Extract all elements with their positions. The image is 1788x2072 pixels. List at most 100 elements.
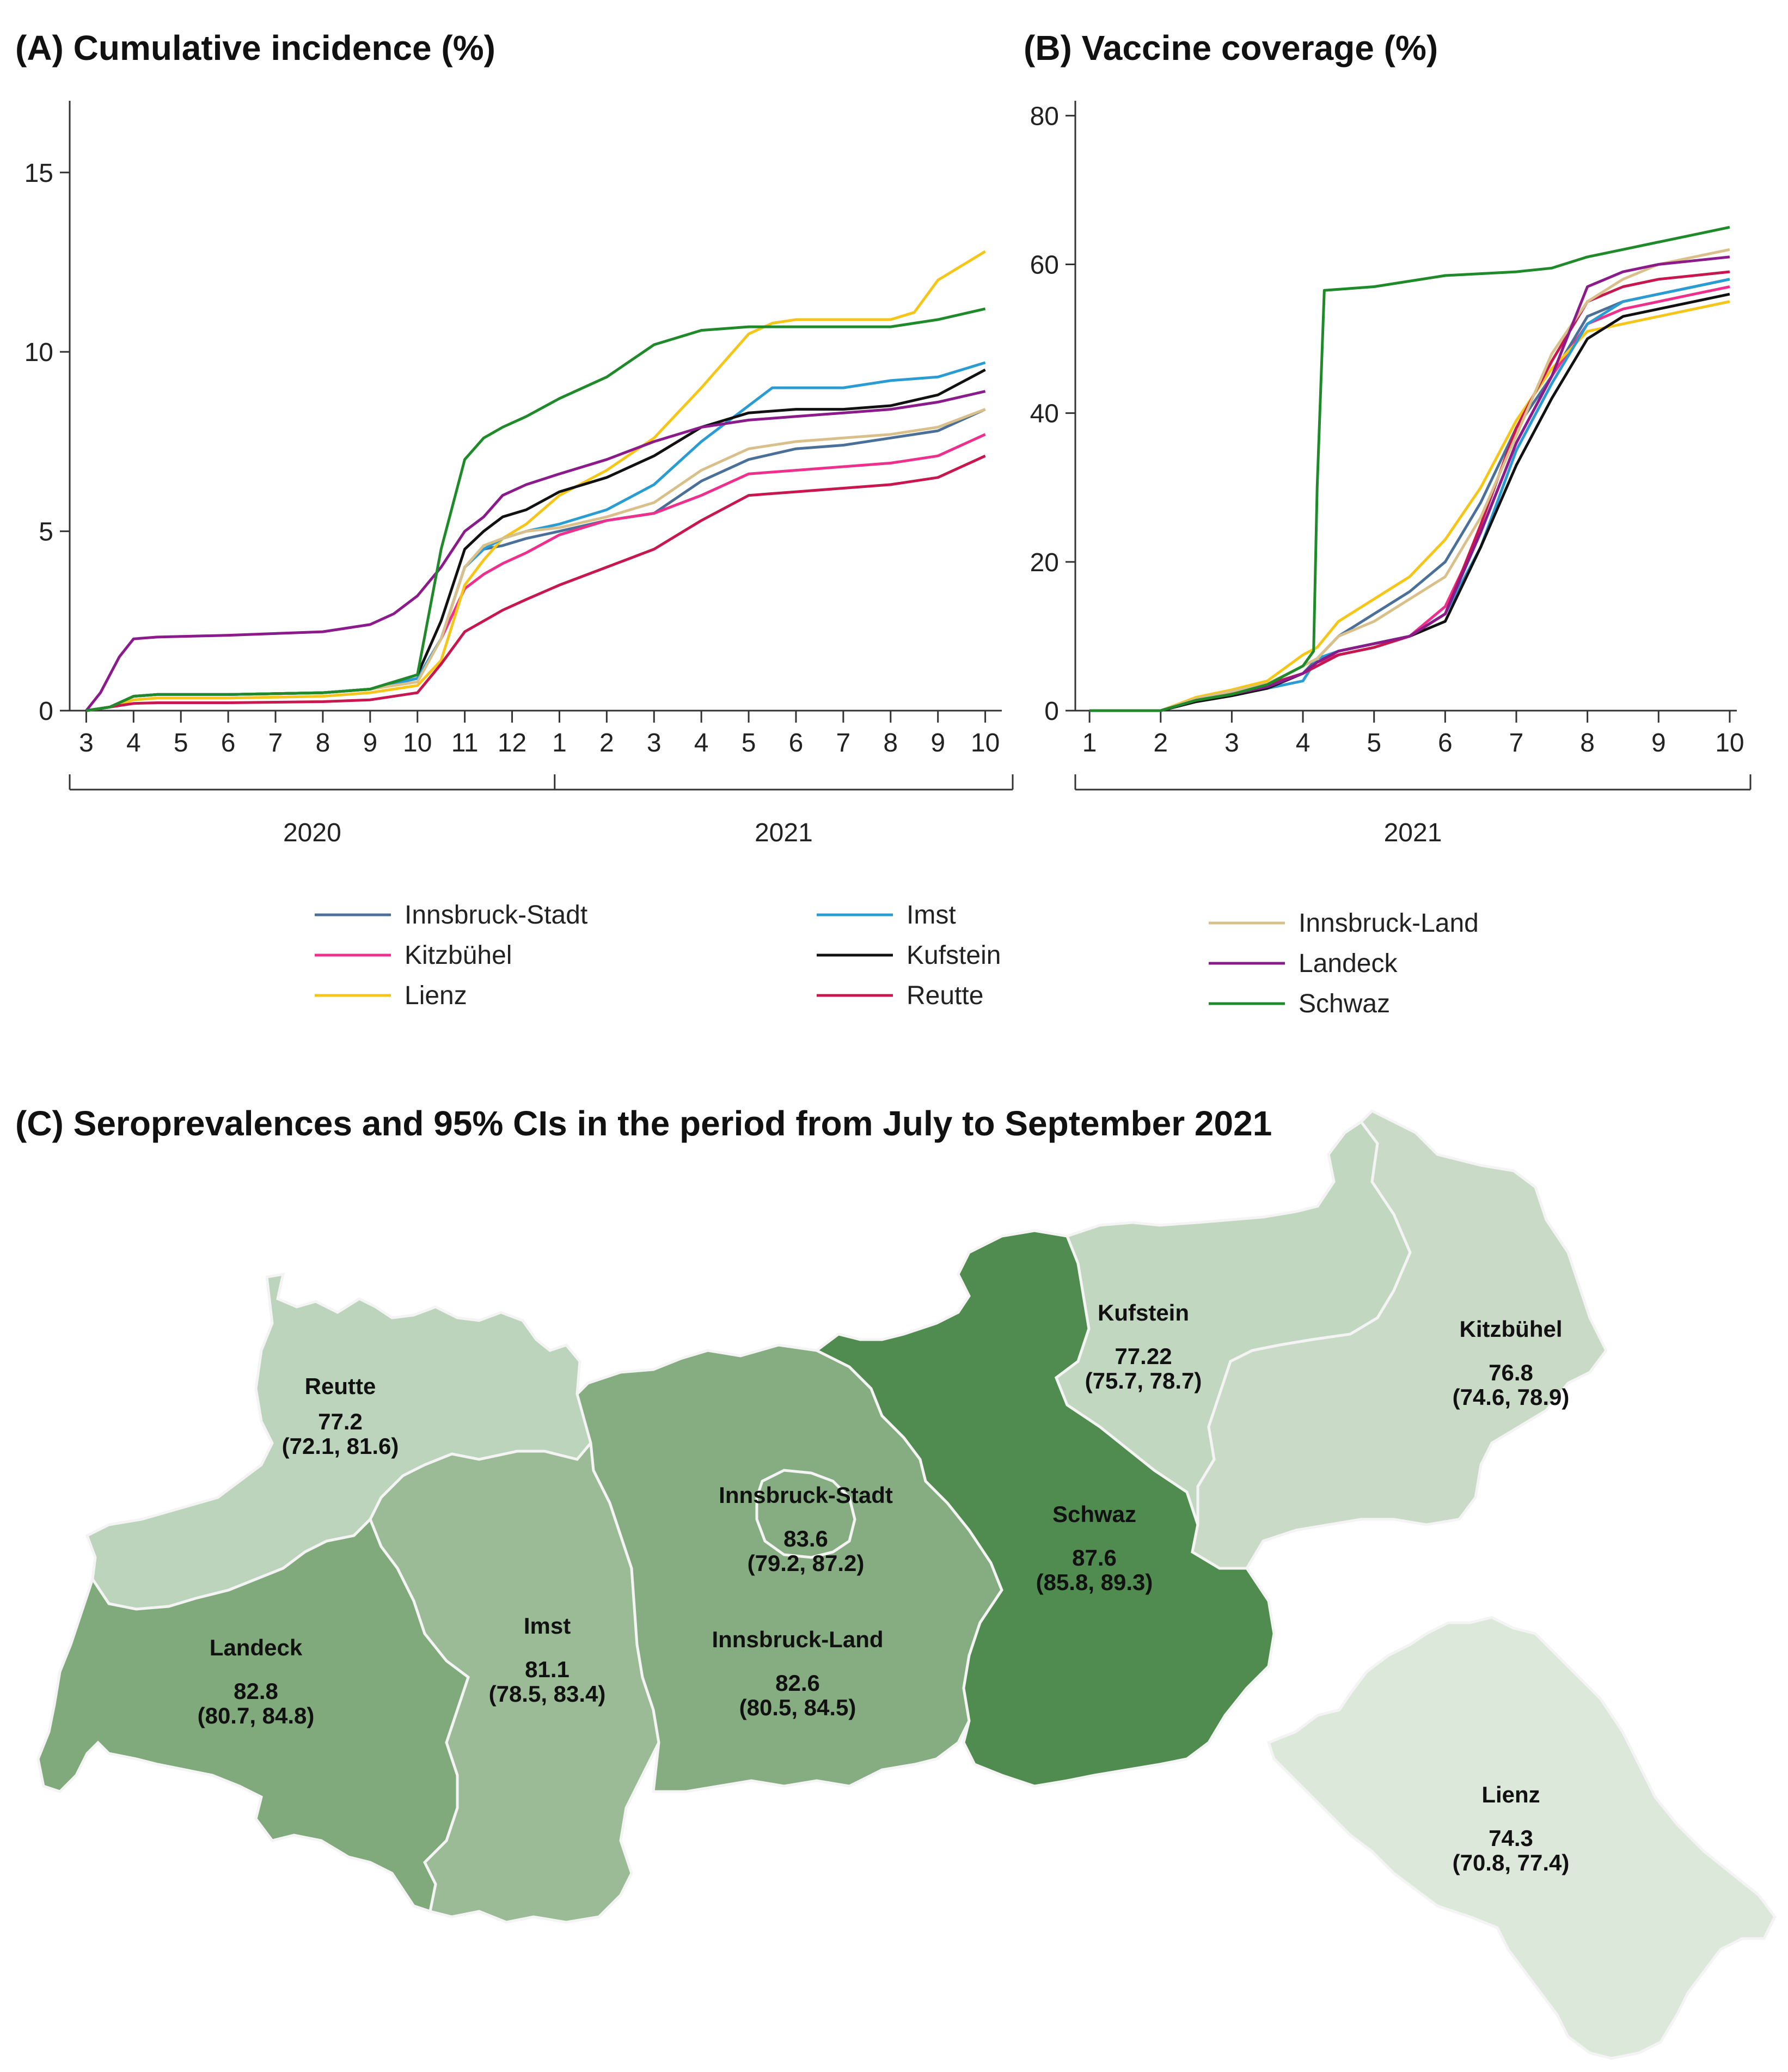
region-name: Kufstein <box>1098 1300 1189 1325</box>
x-tick-label: 3 <box>647 729 662 757</box>
series-line-kufstein <box>86 368 986 712</box>
x-tick-label: 1 <box>552 729 567 757</box>
region-value: 83.6 <box>783 1526 828 1551</box>
legend-label: Reutte <box>907 981 983 1010</box>
series-line-lienz <box>86 250 986 712</box>
x-tick-label: 4 <box>126 729 141 757</box>
year-label: 2021 <box>1384 818 1442 847</box>
legend-label: Imst <box>907 901 956 930</box>
x-tick-label: 5 <box>742 729 756 757</box>
panel-b: (B) Vaccine coverage (%) 0 20 40 60 80 1 2 3 4 5 6… <box>1024 28 1752 847</box>
x-tick-label: 7 <box>1509 729 1524 757</box>
region-ci: (80.7, 84.8) <box>198 1703 315 1728</box>
region-landeck <box>36 1517 470 1914</box>
x-tick-label: 5 <box>1367 729 1381 757</box>
panel-a-series <box>85 250 986 712</box>
region-name: Reutte <box>305 1373 376 1399</box>
series-line-innsbruck-stadt <box>86 408 986 712</box>
label-innsbruck-stadt: Innsbruck-Stadt 83.6 (79.2, 87.2) <box>719 1482 893 1576</box>
panel-c: (C) Seroprevalences and 95% CIs in the p… <box>15 1104 1777 2060</box>
series-line-landeck <box>1089 255 1730 712</box>
series-line-innsbruck-stadt <box>1089 278 1730 712</box>
region-value: 77.2 <box>318 1409 363 1434</box>
label-kitzbuehel: Kitzbühel 76.8 (74.6, 78.9) <box>1453 1316 1570 1410</box>
series-line-schwaz <box>86 307 986 712</box>
map-labels: Reutte 77.2 (72.1, 81.6) Imst 81.1 (78.5… <box>198 1300 1570 1875</box>
y-tick-label: 5 <box>39 518 53 547</box>
x-tick-label: 3 <box>79 729 94 757</box>
x-tick-label: 3 <box>1224 729 1239 757</box>
series-line-schwaz <box>1089 225 1730 712</box>
year-label: 2020 <box>283 818 341 847</box>
region-ci: (70.8, 77.4) <box>1453 1850 1570 1875</box>
region-schwaz <box>814 1229 1276 1788</box>
region-ci: (78.5, 83.4) <box>489 1681 606 1707</box>
panel-c-title: (C) Seroprevalences and 95% CIs in the p… <box>15 1104 1272 1143</box>
x-tick-label: 7 <box>836 729 851 757</box>
region-name: Innsbruck-Stadt <box>719 1482 893 1508</box>
series-line-reutte <box>1089 270 1730 712</box>
region-lienz <box>1266 1616 1777 2060</box>
legend: Innsbruck-Stadt Kitzbühel Lienz Imst Kufstei… <box>315 901 1479 1018</box>
region-value: 76.8 <box>1489 1360 1533 1385</box>
region-name: Innsbruck-Land <box>712 1627 883 1652</box>
series-line-kitzb-hel <box>86 433 986 712</box>
x-tick-label: 2 <box>1153 729 1168 757</box>
region-ci: (79.2, 87.2) <box>748 1550 865 1576</box>
region-value: 82.8 <box>234 1678 278 1704</box>
region-name: Kitzbühel <box>1460 1316 1563 1342</box>
region-ci: (80.5, 84.5) <box>739 1695 856 1720</box>
x-tick-label: 4 <box>1296 729 1311 757</box>
series-line-innsbruck-land <box>1089 248 1730 712</box>
series-line-kufstein <box>1089 292 1730 712</box>
panel-b-title: (B) Vaccine coverage (%) <box>1024 28 1438 68</box>
label-reutte: Reutte 77.2 (72.1, 81.6) <box>282 1373 399 1459</box>
label-landeck: Landeck 82.8 (80.7, 84.8) <box>198 1635 315 1728</box>
legend-label: Innsbruck-Stadt <box>405 901 587 930</box>
legend-label: Schwaz <box>1299 989 1390 1018</box>
region-value: 74.3 <box>1489 1825 1533 1851</box>
x-tick-label: 2 <box>599 729 614 757</box>
region-name: Landeck <box>210 1635 303 1660</box>
panel-a-title: (A) Cumulative incidence (%) <box>15 28 495 68</box>
series-line-imst <box>1089 278 1730 712</box>
region-value: 77.22 <box>1115 1343 1172 1369</box>
panel-b-series <box>1089 225 1730 712</box>
x-tick-label: 6 <box>789 729 804 757</box>
x-tick-label: 8 <box>316 729 330 757</box>
region-value: 87.6 <box>1072 1545 1117 1570</box>
label-innsbruck-land: Innsbruck-Land 82.6 (80.5, 84.5) <box>712 1627 883 1720</box>
y-tick-label: 20 <box>1030 548 1059 577</box>
legend-label: Innsbruck-Land <box>1299 909 1479 938</box>
region-name: Imst <box>524 1613 571 1639</box>
y-tick-label: 80 <box>1030 102 1059 131</box>
label-schwaz: Schwaz 87.6 (85.8, 89.3) <box>1036 1501 1153 1595</box>
label-imst: Imst 81.1 (78.5, 83.4) <box>489 1613 606 1707</box>
x-tick-label: 9 <box>1651 729 1666 757</box>
y-tick-label: 0 <box>39 697 53 726</box>
series-line-lienz <box>1089 300 1730 712</box>
y-tick-label: 0 <box>1044 697 1059 726</box>
series-line-reutte <box>86 454 986 712</box>
panel-b-axes: 0 20 40 60 80 1 2 3 4 5 6 7 8 9 10 2021 <box>1030 101 1752 847</box>
y-tick-label: 10 <box>25 338 53 367</box>
x-tick-label: 1 <box>1082 729 1097 757</box>
region-ci: (75.7, 78.7) <box>1085 1368 1202 1393</box>
x-tick-label: 8 <box>883 729 898 757</box>
series-line-kitzb-hel <box>1089 285 1730 712</box>
x-tick-label: 9 <box>363 729 377 757</box>
region-kitzbuehel <box>1191 1109 1608 1570</box>
y-tick-label: 60 <box>1030 250 1059 279</box>
x-tick-label: 12 <box>498 729 526 757</box>
region-name: Schwaz <box>1052 1501 1136 1527</box>
legend-label: Kitzbühel <box>405 941 512 970</box>
y-tick-label: 40 <box>1030 400 1059 429</box>
series-line-innsbruck-land <box>86 408 986 712</box>
x-tick-label: 9 <box>930 729 945 757</box>
x-tick-label: 10 <box>971 729 1000 757</box>
series-line-landeck <box>85 390 986 712</box>
x-tick-label: 10 <box>1715 729 1744 757</box>
